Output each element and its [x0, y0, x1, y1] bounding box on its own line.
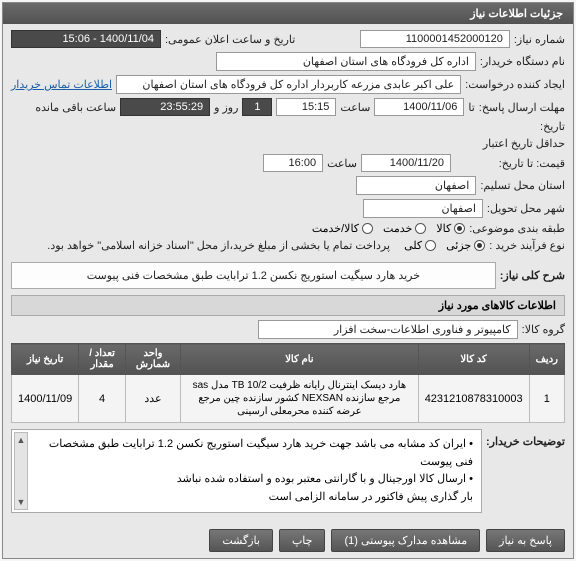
radio-label: جزئی	[446, 239, 471, 252]
table-header-cell: ردیف	[529, 344, 564, 375]
group-field: کامپیوتر و فناوری اطلاعات-سخت افزار	[258, 320, 518, 339]
need-details-panel: جزئیات اطلاعات نیاز شماره نیاز: 11000014…	[2, 2, 574, 559]
day-label: روز و	[214, 101, 238, 114]
buyer-label: نام دستگاه خریدار:	[480, 55, 565, 68]
time-label-1: ساعت	[340, 101, 370, 114]
buyer-notes-box: ▲▼ • ایران کد مشابه می باشد جهت خرید هار…	[11, 429, 482, 513]
table-header-cell: نام کالا	[181, 344, 419, 375]
buyer-field: اداره کل فرودگاه های استان اصفهان	[216, 52, 476, 71]
radio-label: کالا	[436, 222, 451, 235]
reply-button[interactable]: پاسخ به نیاز	[486, 529, 565, 552]
scroll-down-icon[interactable]: ▼	[17, 495, 26, 509]
attachments-button[interactable]: مشاهده مدارک پیوستی (1)	[331, 529, 480, 552]
need-no-field: 1100001452000120	[360, 30, 510, 48]
table-cell: 1	[529, 375, 564, 423]
buy-note: پرداخت تمام یا بخشی از مبلغ خرید،از محل …	[47, 239, 390, 252]
history-label: تاریخ:	[540, 120, 565, 133]
min-valid-label: حداقل تاریخ اعتبار	[455, 137, 565, 150]
table-cell: 4	[79, 375, 126, 423]
summary-label: شرح کلی نیاز:	[500, 269, 565, 282]
classify-radio-group: کالا خدمت کالا/خدمت	[312, 222, 465, 235]
time-label-2: ساعت	[327, 157, 357, 170]
valid-time: 16:00	[263, 154, 323, 172]
table-cell: عدد	[125, 375, 180, 423]
radio-option-class-radios-0[interactable]: کالا	[436, 222, 465, 235]
requester-label: ایجاد کننده درخواست:	[465, 78, 565, 91]
radio-label: کلی	[404, 239, 422, 252]
panel-body: شماره نیاز: 1100001452000120 تاریخ و ساع…	[3, 24, 573, 523]
radio-option-class-radios-1[interactable]: خدمت	[383, 222, 426, 235]
table-header-cell: کد کالا	[418, 344, 529, 375]
panel-title: جزئیات اطلاعات نیاز	[3, 3, 573, 24]
radio-dot-icon	[474, 240, 485, 251]
radio-dot-icon	[415, 223, 426, 234]
radio-dot-icon	[454, 223, 465, 234]
table-header-cell: تعداد / مقدار	[79, 344, 126, 375]
deadline-date: 1400/11/06	[374, 98, 464, 116]
note-line: بار گذاری پیش فاکتور در سامانه الزامی اس…	[38, 489, 473, 507]
deadline-label: مهلت ارسال پاسخ:	[479, 101, 565, 114]
loc-need-field: اصفهان	[356, 176, 476, 195]
loc-deliv-label: شهر محل تحویل:	[487, 202, 565, 215]
deadline-time: 15:15	[276, 98, 336, 116]
radio-option-buy-radios-0[interactable]: جزئی	[446, 239, 485, 252]
print-button[interactable]: چاپ	[279, 529, 326, 552]
valid-date: 1400/11/20	[361, 154, 451, 172]
valid-to-label: قیمت: تا تاریخ:	[455, 157, 565, 170]
table-cell: 4231210878310003	[418, 375, 529, 423]
items-table: ردیفکد کالانام کالاواحد شمارشتعداد / مقد…	[11, 343, 565, 423]
contact-link[interactable]: اطلاعات تماس خریدار	[11, 78, 112, 91]
table-header-cell: واحد شمارش	[125, 344, 180, 375]
note-line: • ایران کد مشابه می باشد جهت خرید هارد س…	[38, 436, 473, 471]
scrollbar[interactable]: ▲▼	[14, 432, 28, 510]
days-remain: 1	[242, 98, 272, 116]
radio-dot-icon	[425, 240, 436, 251]
public-date-label: تاریخ و ساعت اعلان عمومی:	[165, 33, 295, 46]
radio-option-buy-radios-1[interactable]: کلی	[404, 239, 436, 252]
radio-label: خدمت	[383, 222, 412, 235]
items-header: اطلاعات کالاهای مورد نیاز	[11, 295, 565, 316]
radio-label: کالا/خدمت	[312, 222, 359, 235]
table-cell: 1400/11/09	[12, 375, 79, 423]
radio-option-class-radios-2[interactable]: کالا/خدمت	[312, 222, 373, 235]
buy-type-radio-group: جزئی کلی	[404, 239, 485, 252]
scroll-up-icon[interactable]: ▲	[17, 433, 26, 447]
need-no-label: شماره نیاز:	[514, 33, 565, 46]
buy-type-label: نوع فرآیند خرید :	[489, 239, 565, 252]
loc-need-label: استان محل تسلیم:	[480, 179, 565, 192]
deadline-prefix: تا	[468, 101, 474, 114]
public-date-field: 1400/11/04 - 15:06	[11, 30, 161, 48]
note-line: • ارسال کالا اورجینال و با گارانتی معتبر…	[38, 471, 473, 489]
requester-field: علی اکبر عابدی مزرعه کاربردار اداره کل ف…	[116, 75, 461, 94]
buyer-notes-label: توضیحات خریدار:	[486, 429, 565, 448]
countdown: 23:55:29	[120, 98, 210, 116]
summary-text: خرید هارد سیگیت استوریج نکسن 1.2 ترابایت…	[11, 262, 496, 289]
loc-deliv-field: اصفهان	[363, 199, 483, 218]
footer-buttons: پاسخ به نیاز مشاهده مدارک پیوستی (1) چاپ…	[3, 523, 573, 558]
radio-dot-icon	[362, 223, 373, 234]
table-row[interactable]: 14231210878310003هارد دیسک اینترنال رایا…	[12, 375, 565, 423]
table-header-cell: تاریخ نیاز	[12, 344, 79, 375]
classify-label: طبقه بندی موضوعی:	[469, 222, 565, 235]
back-button[interactable]: بازگشت	[209, 529, 273, 552]
remain-suffix: ساعت باقی مانده	[35, 101, 116, 114]
table-cell: هارد دیسک اینترنال رایانه ظرفیت TB 10/2 …	[181, 375, 419, 423]
group-label: گروه کالا:	[522, 323, 565, 336]
